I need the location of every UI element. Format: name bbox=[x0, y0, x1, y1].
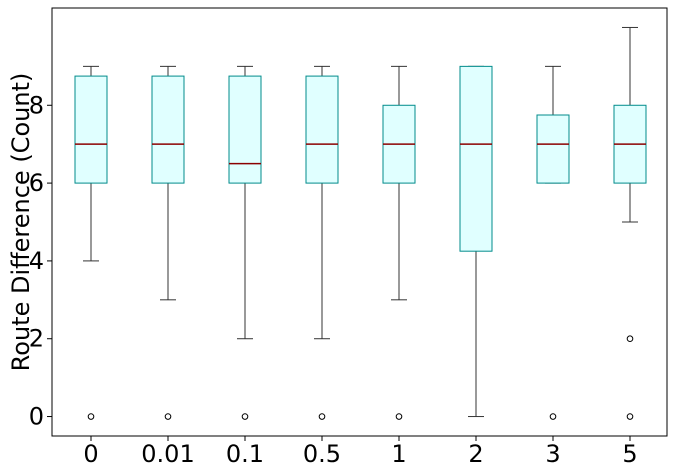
outlier-point bbox=[241, 413, 249, 420]
x-tick-label: 1 bbox=[391, 440, 406, 468]
y-tick-label: 0 bbox=[29, 403, 44, 431]
outlier-point bbox=[87, 413, 95, 420]
box-group bbox=[613, 26, 647, 420]
boxes-layer bbox=[74, 26, 647, 420]
y-tick-label: 8 bbox=[29, 91, 44, 119]
box-group bbox=[536, 65, 570, 420]
outlier-point bbox=[318, 413, 326, 420]
box-group bbox=[151, 65, 185, 420]
box-iqr bbox=[305, 75, 339, 184]
x-tick-label: 0.01 bbox=[141, 440, 194, 468]
outlier-point bbox=[626, 413, 634, 420]
box-iqr bbox=[228, 75, 262, 184]
outlier-point bbox=[626, 335, 634, 343]
x-tick-label: 0.5 bbox=[303, 440, 341, 468]
x-tick-label: 0 bbox=[83, 440, 98, 468]
box-iqr bbox=[151, 75, 185, 184]
y-tick-label: 2 bbox=[29, 325, 44, 353]
outlier-point bbox=[164, 413, 172, 420]
x-tick-label: 5 bbox=[622, 440, 637, 468]
y-axis-label: Route Difference (Count) bbox=[7, 73, 35, 372]
box-iqr bbox=[459, 65, 493, 252]
ticks-layer: 0 0.01 0.1 0.5 1 2 3 5 0 2 4 6 8 bbox=[29, 91, 638, 468]
box-group bbox=[382, 65, 416, 420]
outlier-point bbox=[395, 413, 403, 420]
outlier-point bbox=[549, 413, 557, 420]
y-tick-label: 6 bbox=[29, 169, 44, 197]
box-iqr bbox=[536, 114, 570, 184]
box-iqr bbox=[74, 75, 108, 184]
box-group bbox=[305, 65, 339, 420]
x-tick-label: 2 bbox=[468, 440, 483, 468]
box-group bbox=[228, 65, 262, 420]
x-tick-label: 3 bbox=[545, 440, 560, 468]
plot-area-frame bbox=[51, 7, 668, 437]
y-tick-label: 4 bbox=[29, 247, 44, 275]
box-group bbox=[459, 65, 493, 418]
x-tick-label: 0.1 bbox=[226, 440, 264, 468]
box-group bbox=[74, 65, 108, 420]
